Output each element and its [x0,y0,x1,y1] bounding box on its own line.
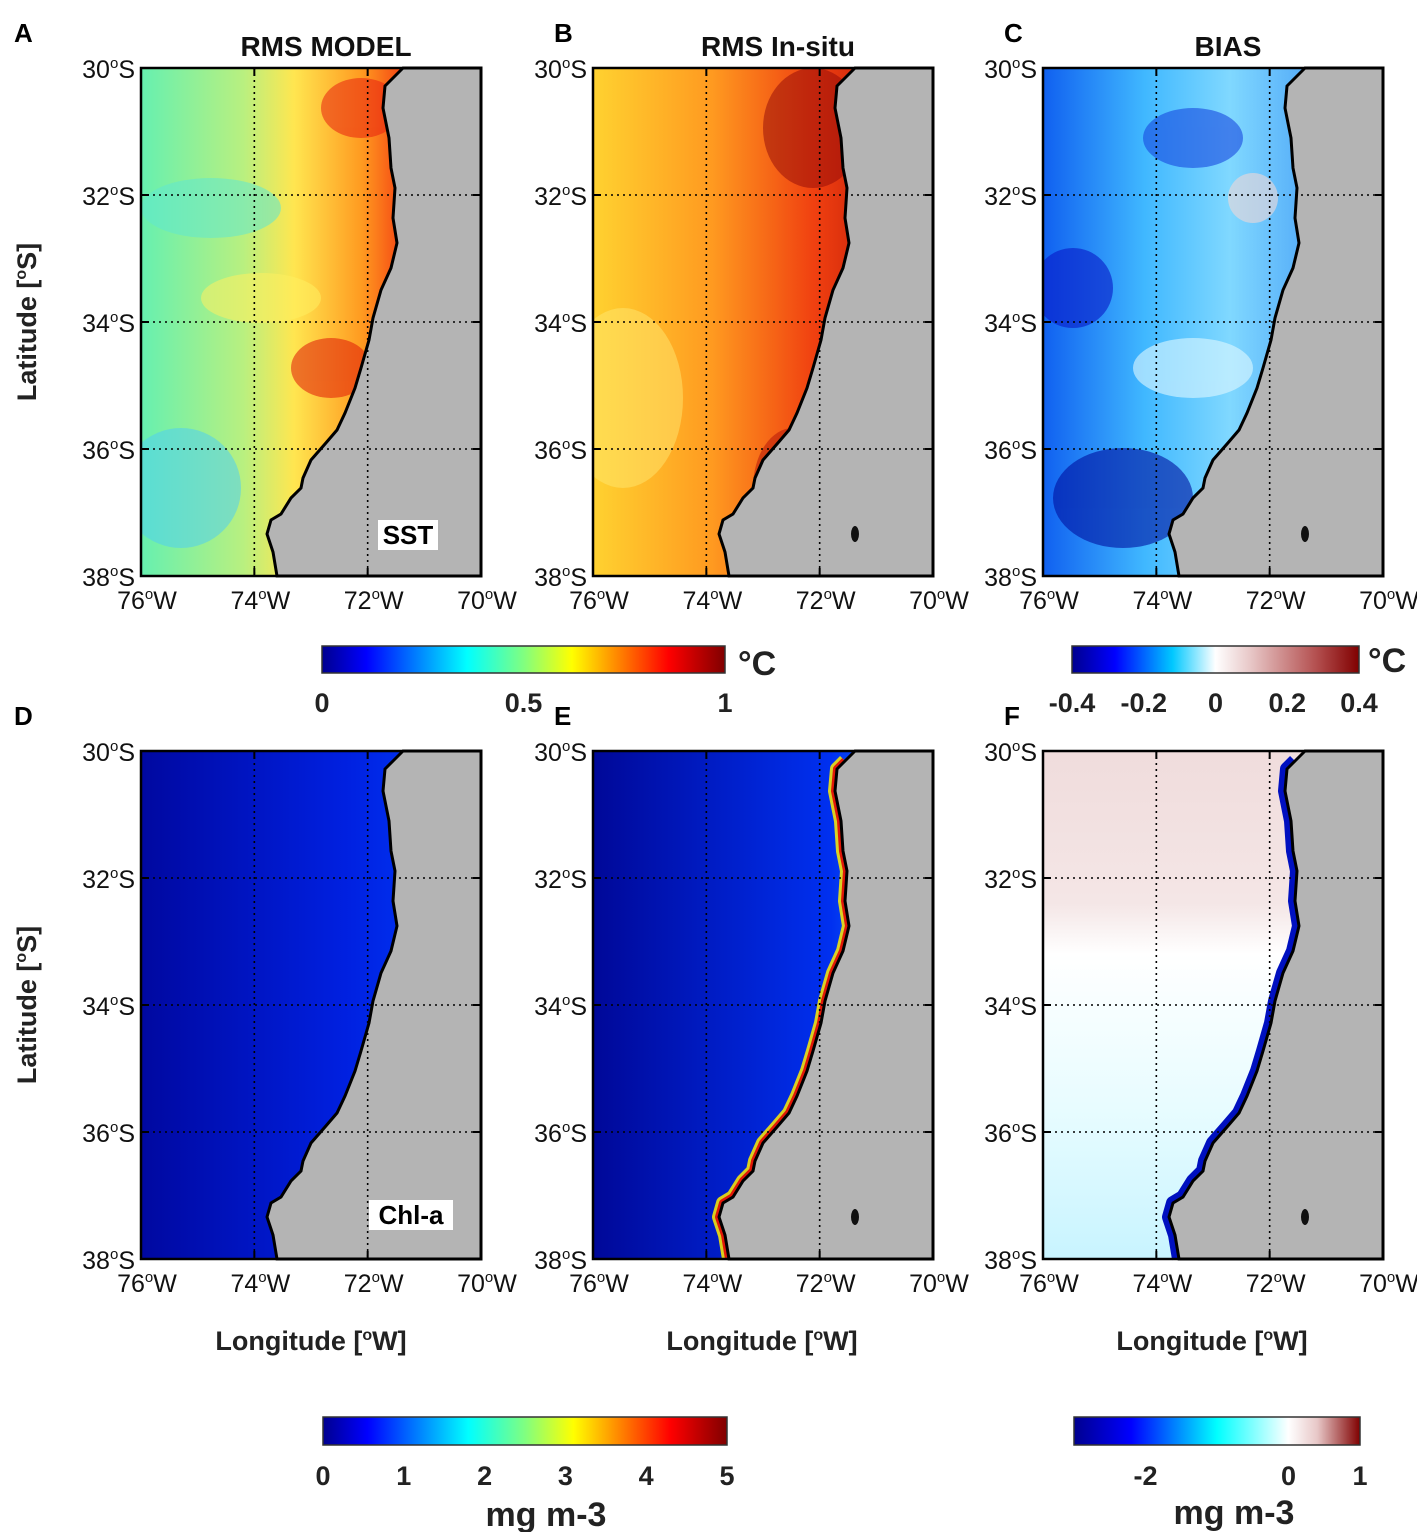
colorbar-chl-rms-tick: 1 [396,1461,411,1491]
lat-tick-label: 32oS [82,182,135,211]
colorbar-unit: °C [738,645,776,683]
lat-tick-label: 38oS [984,563,1037,592]
lat-tick-label: 30oS [984,55,1037,84]
lat-tick-label: 38oS [534,563,587,592]
colorbar-chl-rms-tick: 2 [477,1461,492,1491]
lon-tick-label: 76oW [569,1269,629,1298]
lon-tick-label: 76oW [1019,586,1079,615]
x-axis-label: Longitude [oW] [1116,1326,1307,1356]
lon-tick-label: 72oW [1246,1269,1306,1298]
colorbar-sst-bias-tick: 0.4 [1340,688,1378,718]
variable-label-D: Chl-a [379,1200,445,1230]
lat-tick-label: 36oS [534,1119,587,1148]
lon-tick-label: 74oW [682,586,742,615]
colorbar-chl-rms-tick: 0 [315,1461,330,1491]
lat-tick-label: 36oS [984,1119,1037,1148]
lat-tick-label: 38oS [534,1246,587,1275]
lon-tick-label: 74oW [230,1269,290,1298]
colorbar-sst-bias-tick: -0.4 [1049,688,1096,718]
lon-tick-label: 72oW [796,1269,856,1298]
panel-letter-E: E [554,701,571,731]
lat-tick-label: 38oS [82,1246,135,1275]
lon-tick-label: 76oW [569,586,629,615]
colorbar-chl-rms [322,1416,728,1446]
panel-A [139,66,483,578]
lat-tick-label: 32oS [984,182,1037,211]
lon-tick-label: 74oW [682,1269,742,1298]
lat-tick-label: 30oS [82,55,135,84]
lat-tick-label: 34oS [534,992,587,1021]
lat-tick-label: 36oS [82,1119,135,1148]
colorbar-chl-rms-tick: 3 [558,1461,573,1491]
lat-tick-label: 34oS [534,309,587,338]
lon-tick-label: 70oW [1359,1269,1417,1298]
panel-title-C: BIAS [1195,31,1262,62]
lat-tick-label: 32oS [534,865,587,894]
variable-label-A: SST [383,520,434,550]
lat-tick-label: 34oS [984,992,1037,1021]
lon-tick-label: 70oW [457,1269,517,1298]
lon-tick-label: 70oW [1359,586,1417,615]
lon-tick-label: 74oW [1132,1269,1192,1298]
lon-tick-label: 70oW [909,586,969,615]
panel-title-A: RMS MODEL [240,31,411,62]
lon-tick-label: 72oW [796,586,856,615]
lon-tick-label: 70oW [909,1269,969,1298]
lat-tick-label: 34oS [984,309,1037,338]
lat-tick-label: 32oS [984,865,1037,894]
lat-tick-label: 30oS [984,738,1037,767]
colorbar-chl-rms-tick: 4 [639,1461,654,1491]
lat-tick-label: 36oS [984,436,1037,465]
lat-tick-label: 32oS [82,865,135,894]
colorbar-chl-rms-tick: 5 [719,1461,734,1491]
panel-title-B: RMS In-situ [701,31,855,62]
lon-tick-label: 74oW [1132,586,1192,615]
panel-letter-A: A [14,18,33,48]
colorbar-sst-rms-tick: 0 [314,688,329,718]
colorbar-chl-bias-tick: 1 [1352,1461,1367,1491]
colorbar-chl-bias-tick: -2 [1133,1461,1157,1491]
lat-tick-label: 36oS [534,436,587,465]
lat-tick-label: 30oS [534,55,587,84]
colorbar-labels: 0 0.5 1 -0.4 -0.2 0 0.2 0.40 1 2 3 4 5 -2 0 1°C °Cmg m-3… [314,642,1406,1532]
x-axis-label: Longitude [oW] [666,1326,857,1356]
lat-tick-label: 36oS [82,436,135,465]
colorbar-sst-rms-tick: 0.5 [505,688,543,718]
lat-tick-label: 30oS [534,738,587,767]
lat-tick-label: 38oS [984,1246,1037,1275]
panel-letter-B: B [554,18,573,48]
colorbar-unit: mg m-3 [486,1496,607,1532]
lon-tick-label: 70oW [457,586,517,615]
lat-tick-label: 30oS [82,738,135,767]
panel-letter-C: C [1004,18,1023,48]
panel-letter-F: F [1004,701,1020,731]
colorbar-unit: mg m-3 [1174,1494,1295,1532]
lon-tick-label: 74oW [230,586,290,615]
lat-tick-label: 38oS [82,563,135,592]
lat-tick-label: 32oS [534,182,587,211]
lon-tick-label: 76oW [117,1269,177,1298]
colorbar-unit: °C [1368,642,1406,680]
lon-tick-label: 76oW [1019,1269,1079,1298]
colorbar-chl-bias [1073,1416,1361,1446]
lon-tick-label: 72oW [344,1269,404,1298]
y-axis-label: Latitude [oS] [12,243,42,401]
colorbar-sst-bias [1071,645,1360,674]
colorbar-sst-rms [321,645,726,674]
lat-tick-label: 34oS [82,992,135,1021]
lat-tick-label: 34oS [82,309,135,338]
lon-tick-label: 72oW [1246,586,1306,615]
colorbar-sst-bias-tick: 0 [1208,688,1223,718]
colorbar-sst-bias-tick: 0.2 [1268,688,1306,718]
colorbar-chl-bias-tick: 0 [1281,1461,1296,1491]
x-axis-label: Longitude [oW] [215,1326,406,1356]
colorbar-sst-bias-tick: -0.2 [1120,688,1167,718]
lon-tick-label: 76oW [117,586,177,615]
lon-tick-label: 72oW [344,586,404,615]
y-axis-label: Latitude [oS] [12,926,42,1084]
panel-letter-D: D [14,701,33,731]
colorbar-sst-rms-tick: 1 [717,688,732,718]
